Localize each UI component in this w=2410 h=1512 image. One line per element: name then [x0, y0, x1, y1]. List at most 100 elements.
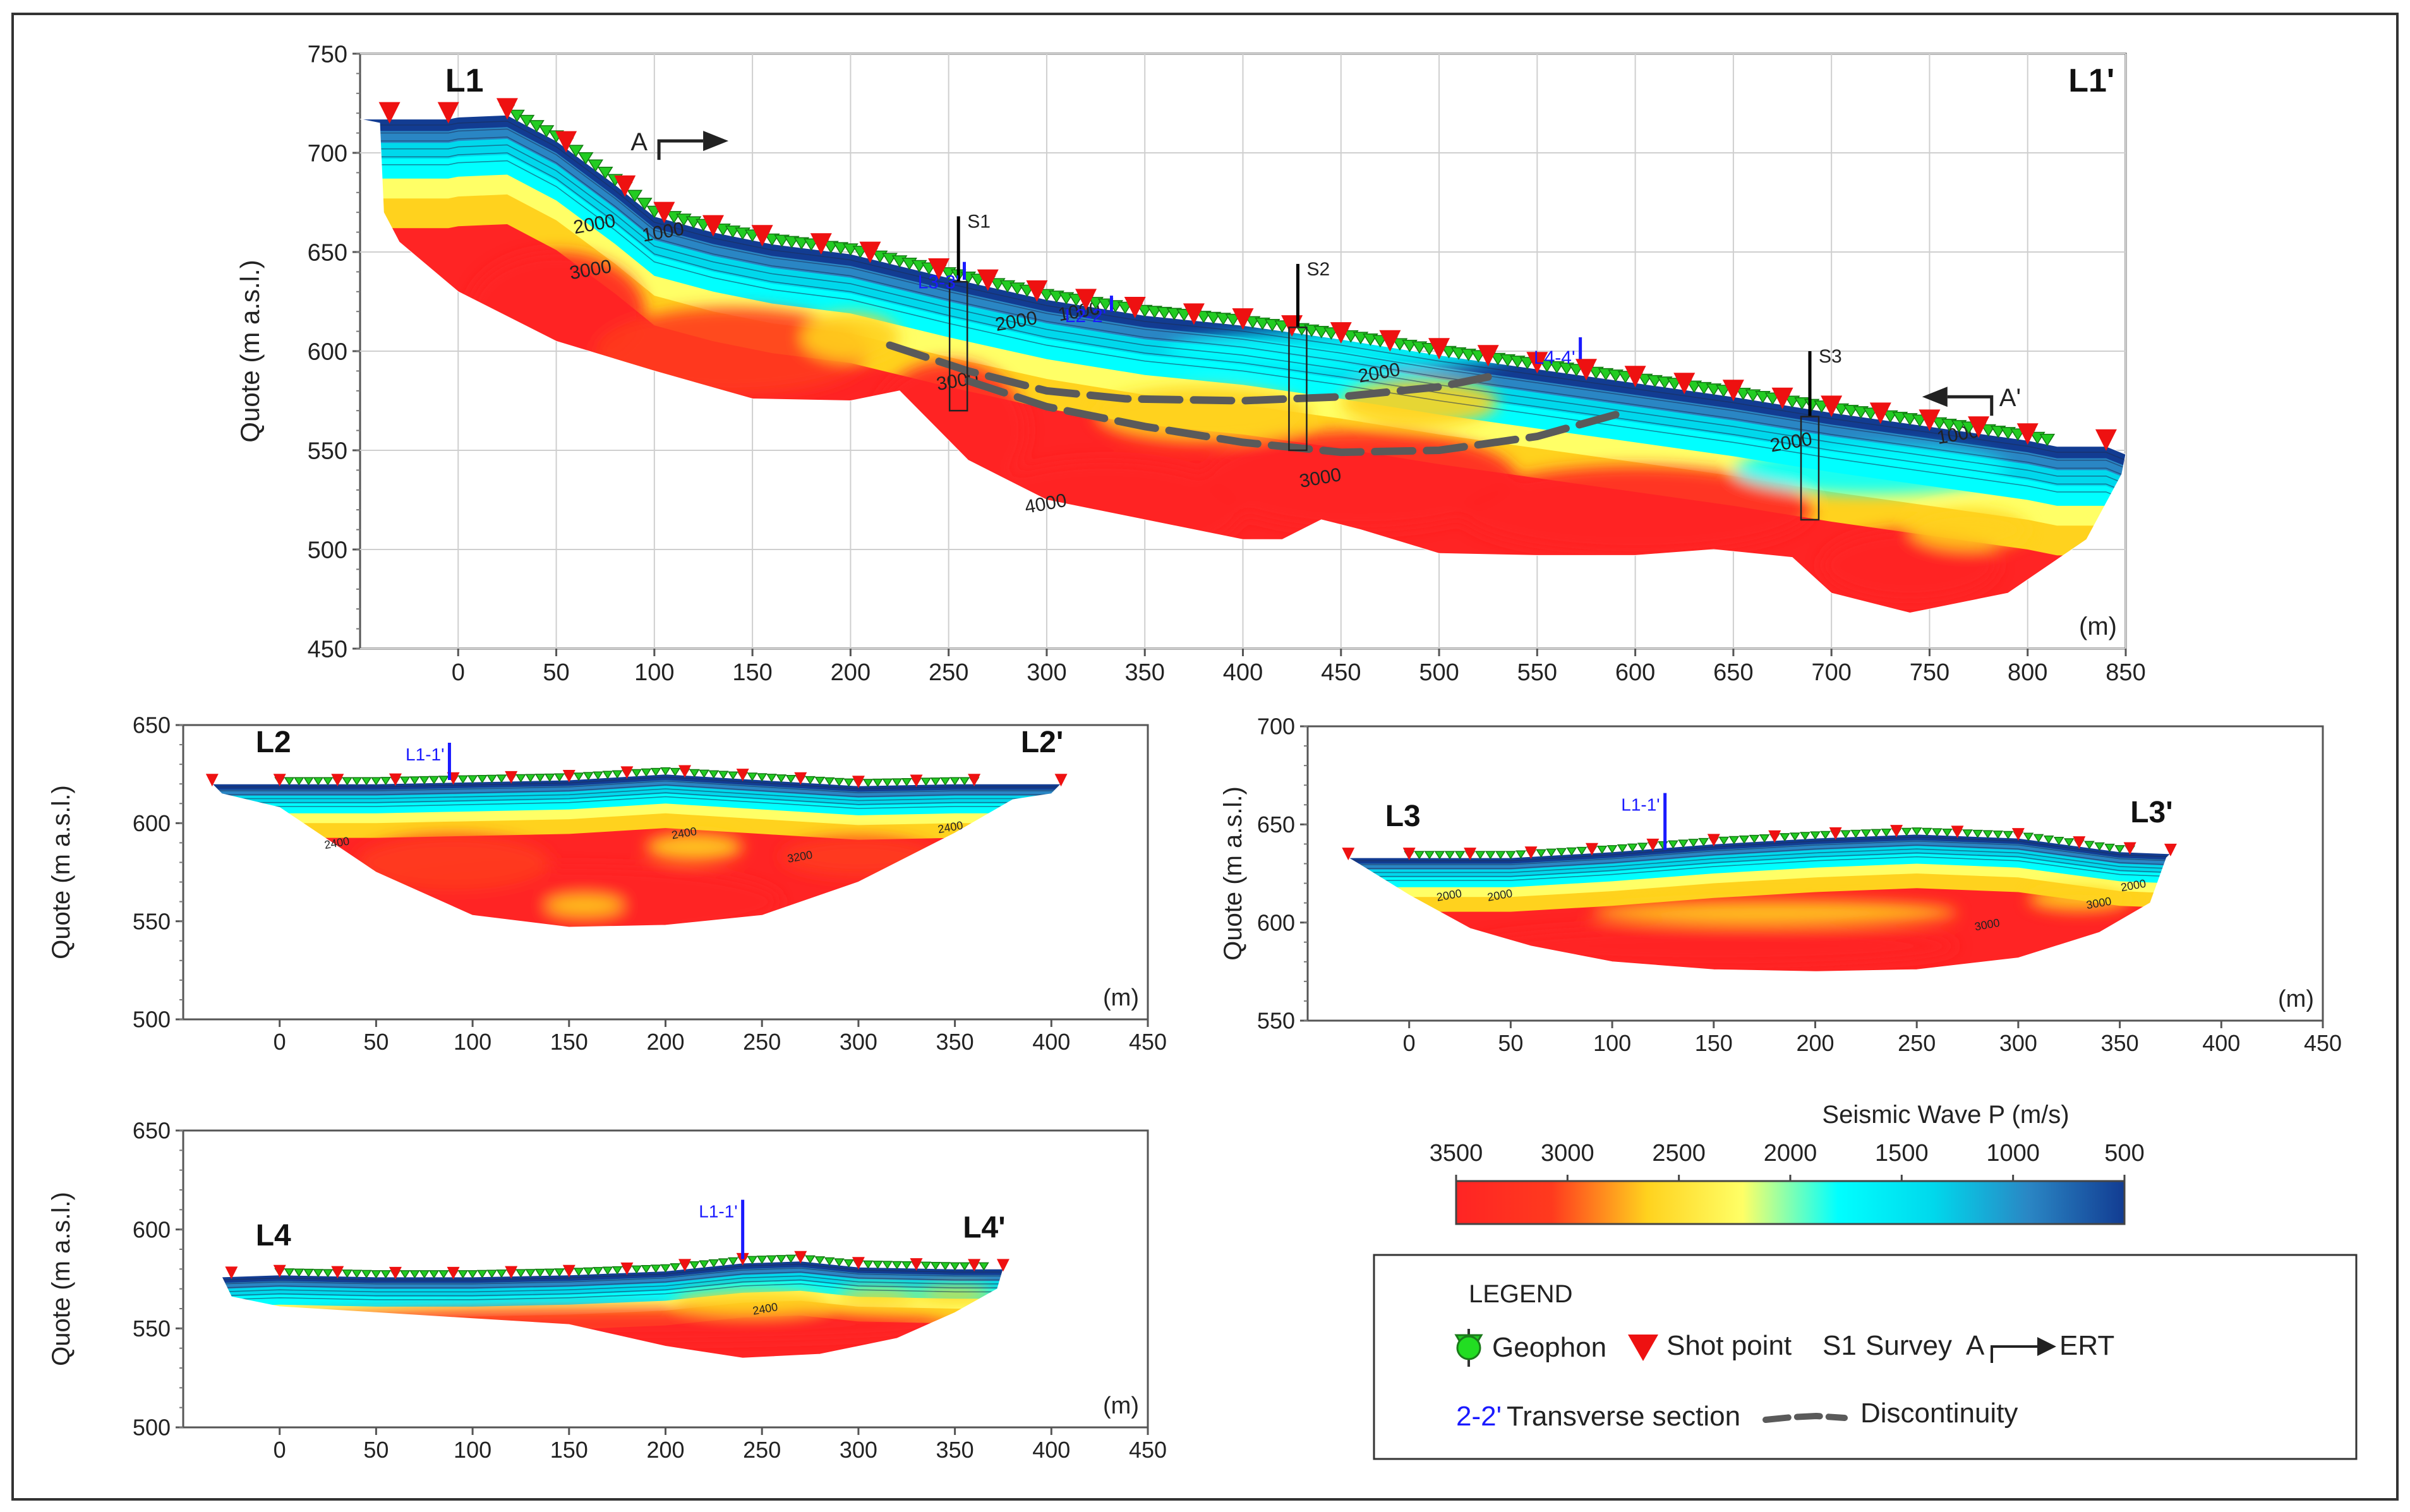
ert-arrow-shaft	[1947, 395, 1994, 416]
x-unit-label: (m)	[1103, 1393, 1139, 1419]
contour-line	[360, 128, 2126, 469]
geophone-marker	[1414, 851, 1425, 860]
geophone-marker	[1678, 839, 1689, 848]
contour-line	[222, 1279, 1003, 1297]
velocity-anomalies	[467, 252, 2028, 601]
shot-point-marker	[810, 233, 832, 255]
x-tick-label: 250	[743, 1029, 781, 1055]
ert-arrow-shaft	[657, 139, 704, 160]
velocity-anomaly	[1591, 901, 1958, 925]
geophone-marker	[2094, 842, 2105, 851]
x-tick-label: 700	[1811, 659, 1851, 686]
legend-geophon-symbol	[1454, 1329, 1483, 1367]
section-start-label: L2	[256, 726, 291, 759]
geophone-marker	[409, 1270, 420, 1279]
shot-point-marker	[1232, 308, 1254, 330]
geophone-marker	[1637, 843, 1648, 851]
geophone-marker	[419, 1270, 430, 1279]
x-tick-label: 50	[363, 1437, 389, 1463]
geophone-marker	[284, 1268, 295, 1277]
legend-transverse-label: Transverse section	[1507, 1401, 1740, 1432]
y-tick-label: 600	[133, 810, 171, 836]
x-tick-label: 450	[1321, 659, 1361, 686]
discontinuity-line	[886, 341, 1492, 405]
geophone-marker	[718, 771, 729, 779]
survey-box	[1288, 327, 1308, 452]
geophone-marker	[699, 1260, 709, 1269]
section-outline	[1347, 834, 2172, 972]
x-tick-label: 300	[1027, 659, 1066, 686]
geophone-marker	[1921, 827, 1932, 837]
geophone-marker	[689, 1261, 700, 1270]
x-tick-label: 800	[2008, 659, 2047, 686]
x-tick-label: 0	[1403, 1030, 1416, 1056]
geophone-marker	[515, 774, 526, 783]
x-tick-label: 500	[1419, 659, 1459, 686]
geophone-marker	[419, 776, 430, 785]
geophone-marker	[708, 1259, 720, 1268]
shot-point-marker	[736, 1252, 749, 1266]
shot-point-marker	[794, 772, 807, 785]
geophone-marker	[1454, 851, 1466, 860]
contour-line	[1348, 852, 2171, 877]
y-tick-label: 550	[133, 1316, 171, 1341]
geophone-marker	[650, 1264, 661, 1273]
geophone-marker	[351, 1269, 363, 1278]
shot-point-marker	[1951, 825, 1964, 839]
geophone-marker	[322, 777, 334, 786]
survey-label: S2	[1306, 259, 1330, 280]
ert-marker: A'	[1922, 384, 2021, 416]
geophone-marker	[1434, 851, 1445, 860]
geophone-marker	[843, 1259, 854, 1268]
geophone-marker	[862, 779, 874, 788]
velocity-section	[1348, 834, 2171, 972]
x-tick-label: 250	[1898, 1030, 1936, 1056]
x-tick-label: 350	[936, 1029, 974, 1055]
geophone-marker	[1556, 848, 1567, 857]
geophone-marker	[824, 1257, 835, 1266]
section-end-label: L1'	[2068, 63, 2114, 99]
legend-survey-label: Survey	[1865, 1330, 1952, 1361]
shot-point-marker	[2095, 429, 2117, 451]
geophone-marker	[776, 1255, 787, 1264]
shot-point-marker	[389, 1266, 402, 1280]
y-tick-label: 600	[1257, 909, 1295, 935]
contour-line	[360, 160, 2126, 501]
y-tick-label: 650	[1257, 812, 1295, 837]
velocity-anomalies	[1470, 887, 2130, 966]
survey-box	[1800, 416, 1820, 521]
transverse-label: L4-4'	[1534, 347, 1576, 368]
geophone-marker	[920, 1261, 932, 1271]
shot-point-marker	[331, 1266, 344, 1279]
geophone-marker	[284, 777, 295, 786]
x-tick-label: 0	[452, 659, 465, 686]
x-tick-label: 550	[1517, 659, 1557, 686]
geophone-marker	[949, 777, 960, 786]
geophone-marker	[1759, 834, 1770, 843]
shot-point-marker	[1428, 338, 1450, 360]
contour-line	[212, 780, 1061, 794]
colorbar-tick-label: 2500	[1652, 1140, 1706, 1167]
geophone-marker	[582, 1267, 594, 1276]
x-tick-label: 200	[646, 1029, 684, 1055]
geophone-marker	[1718, 836, 1730, 846]
legend-title: LEGEND	[1469, 1280, 1573, 1308]
geophone-marker	[1911, 827, 1922, 836]
geophone-marker	[901, 778, 912, 787]
geophone-marker	[525, 1269, 536, 1278]
geophone-marker	[371, 777, 382, 786]
geophone-marker	[1790, 832, 1800, 841]
x-tick-label: 200	[831, 659, 871, 686]
geophone-marker	[361, 777, 372, 786]
contour-line	[1348, 844, 2171, 869]
colorbar-tick-label: 1000	[1986, 1140, 2040, 1167]
geophone-marker	[670, 1263, 681, 1272]
contour-line	[222, 1275, 1003, 1293]
y-tick-label: 550	[133, 908, 171, 934]
legend-discontinuity-label: Discontinuity	[1860, 1398, 2018, 1429]
geophone-marker	[1881, 828, 1892, 837]
shot-point-marker	[678, 765, 692, 778]
geophone-marker	[1860, 829, 1872, 838]
geophone-marker	[756, 773, 768, 782]
